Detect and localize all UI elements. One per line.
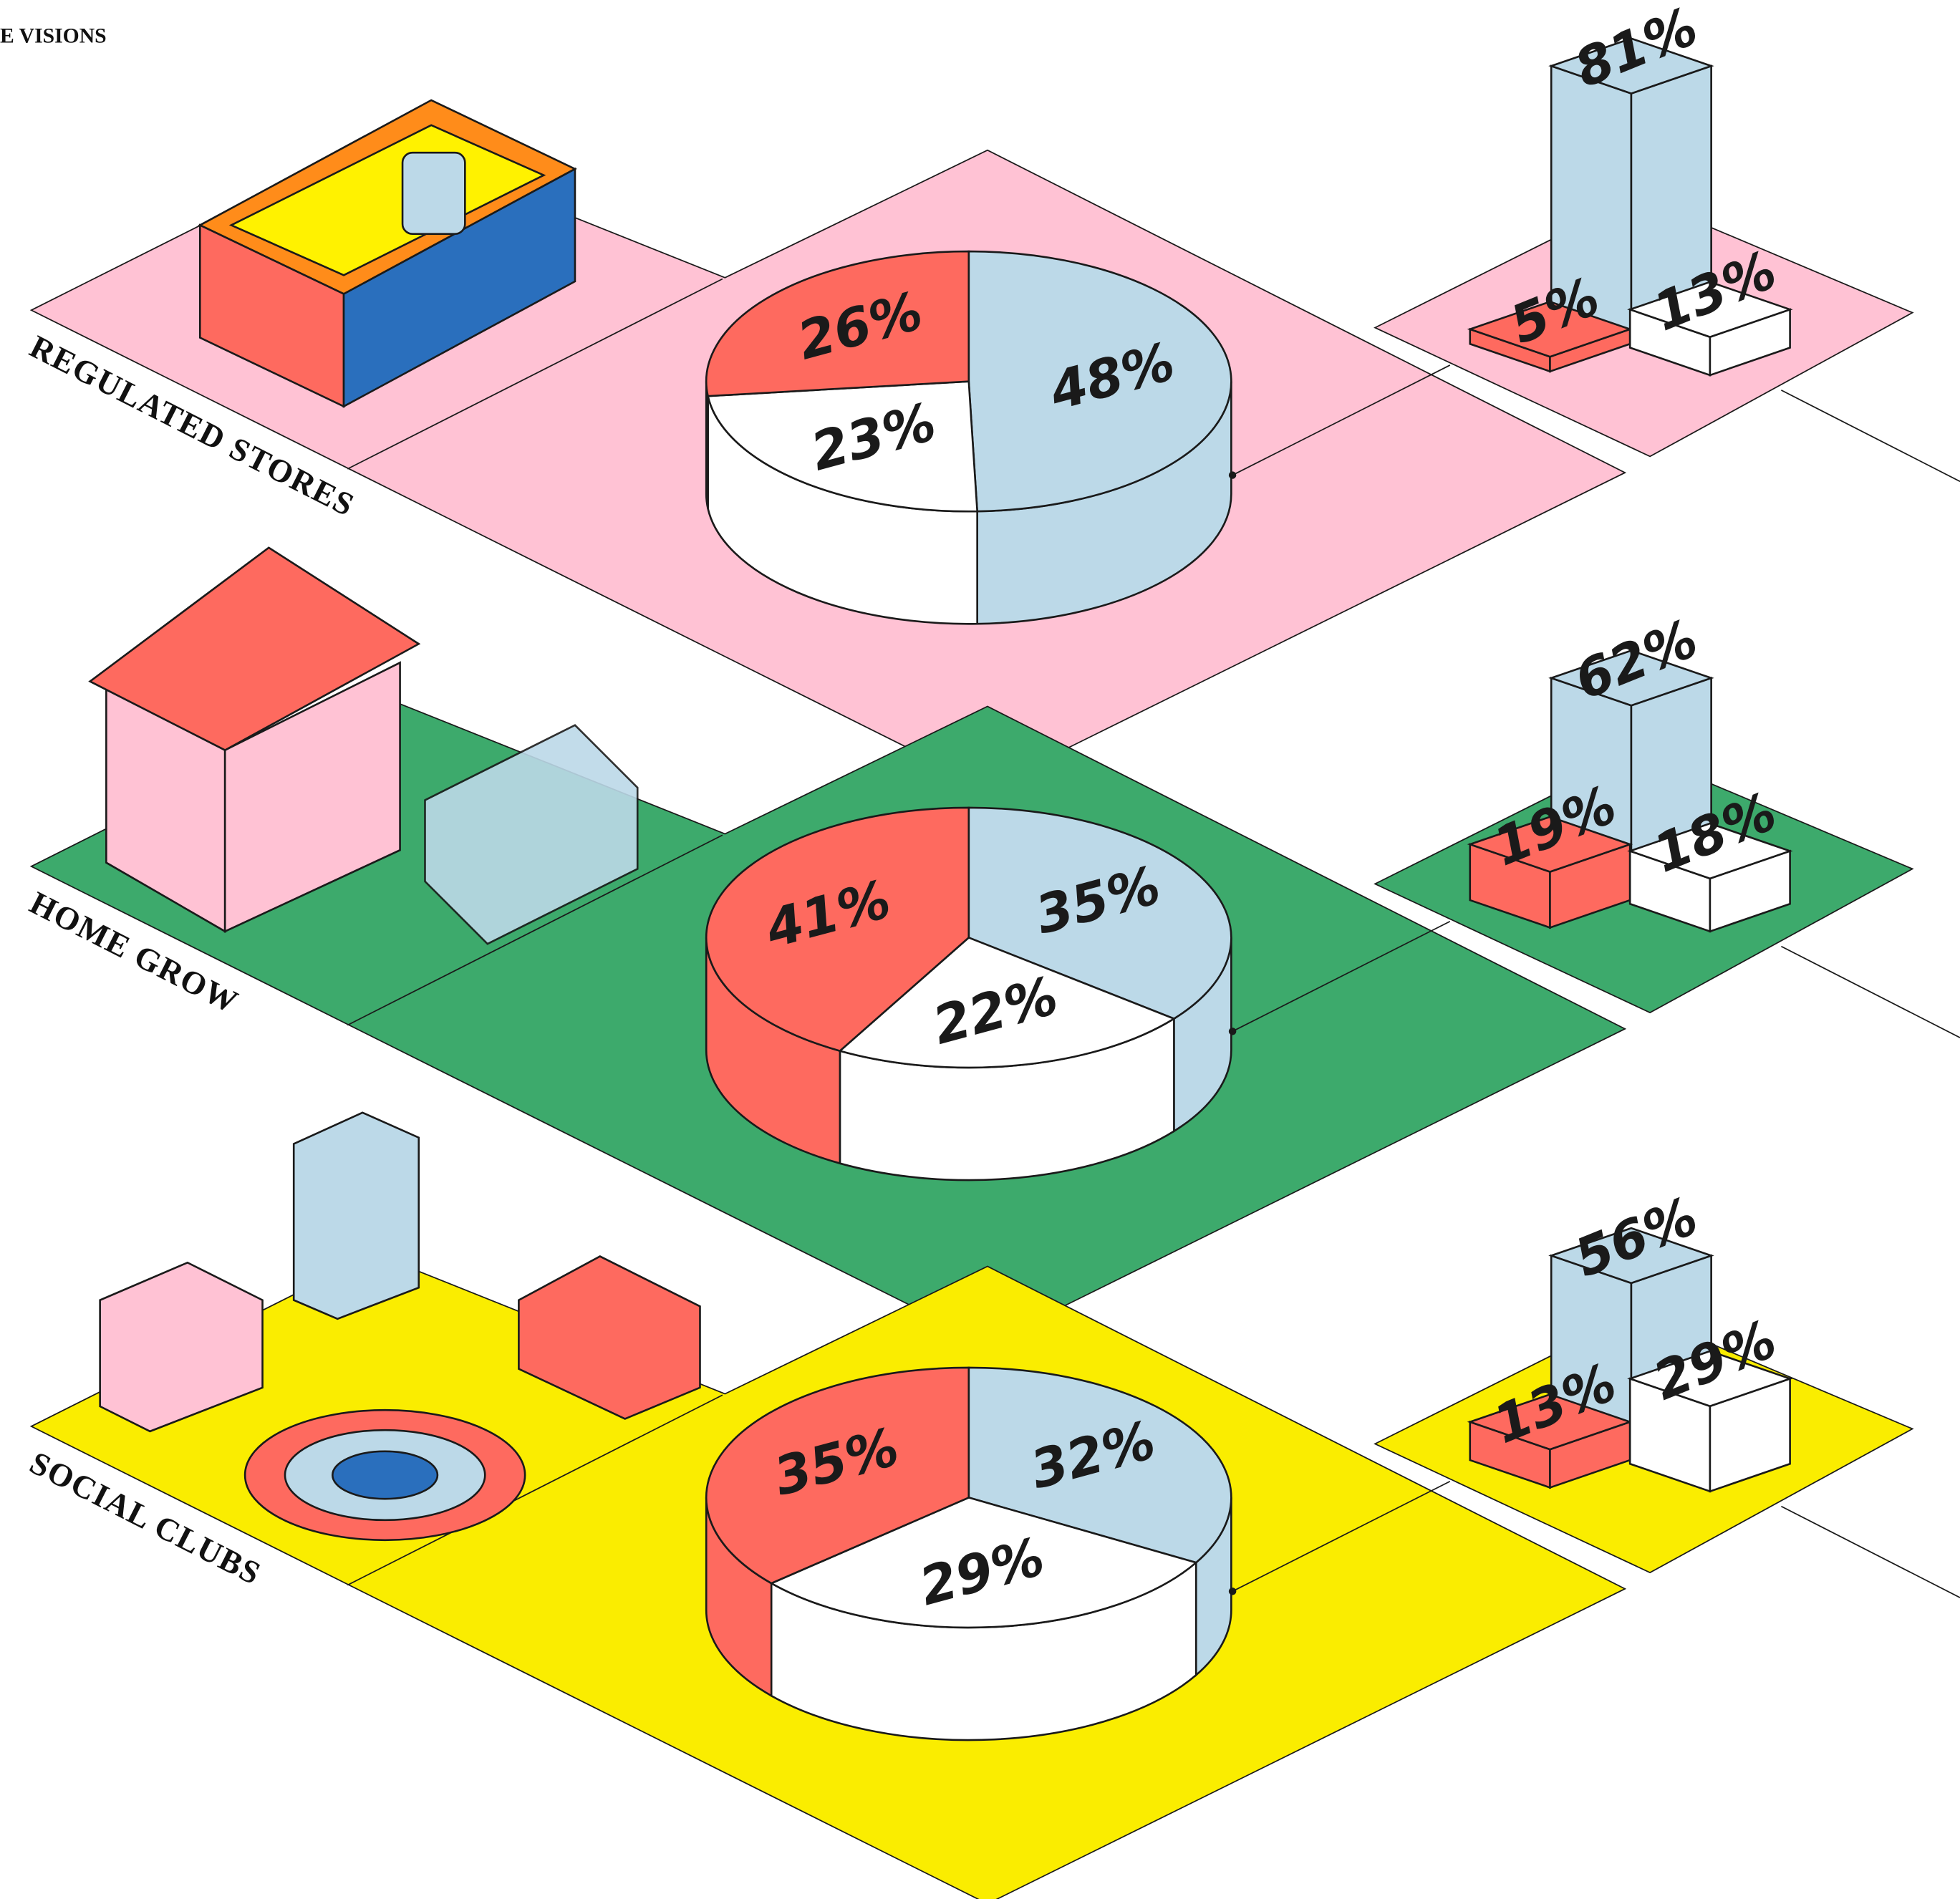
connector-dot [1228,471,1237,479]
connector [1232,1480,1451,1593]
pie-slice [967,806,1232,1020]
connector [1780,945,1960,1038]
connector-dot [1228,1028,1237,1035]
store-sign [401,151,466,235]
bar [1548,649,1714,889]
house-roof [88,546,421,752]
rug-center [332,1450,439,1500]
fireplace [99,1261,264,1433]
greenhouse [424,724,639,945]
connector-dot [1228,1588,1237,1595]
pie-slice [967,1366,1232,1564]
bar-top-face [1548,1227,1714,1285]
illustrations [88,99,701,1542]
pie-slice [705,806,970,1053]
connector [1232,364,1451,476]
shelf [292,1111,420,1320]
divider [347,834,723,1026]
page-title: E VISIONS [0,25,107,48]
pie-slice [705,250,970,397]
bar-top-face [1627,822,1793,880]
pie-slice [705,1366,970,1585]
bar [1627,1350,1793,1493]
bar [1627,281,1793,377]
bar [1467,816,1633,929]
bar-top-face [1627,1350,1793,1408]
store-front [342,167,576,408]
bar-top-face [1548,37,1714,95]
divider [347,1394,723,1586]
pie-slice [706,380,979,513]
pie-slice [967,250,1232,513]
connector [1780,390,1960,483]
sofa [518,1255,701,1420]
bar-top-face [1548,649,1714,707]
connector [1780,1505,1960,1598]
pie-side [705,381,709,509]
divider [347,278,723,470]
pie-slice [838,936,1177,1069]
pie-slice [769,1497,1198,1629]
bar [1467,300,1633,373]
bar [1627,822,1793,933]
bar-top-face [1467,816,1633,873]
connector [1232,920,1451,1033]
house-front [223,661,401,933]
bar [1548,37,1714,333]
bar-top-face [1627,281,1793,338]
